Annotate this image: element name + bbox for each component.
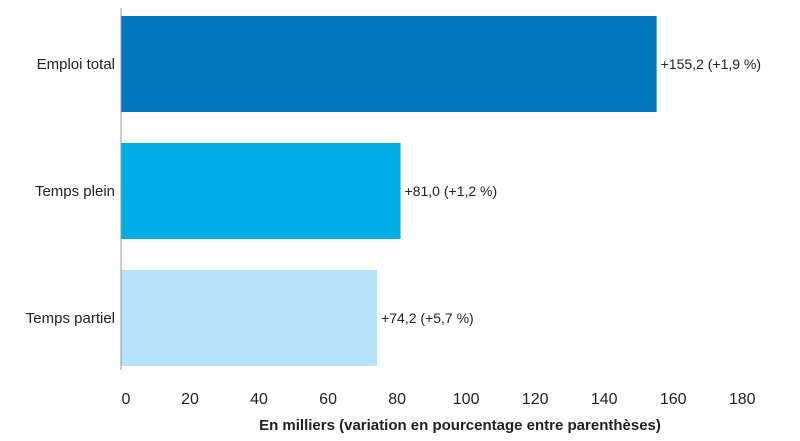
x-tick-label: 60 [319, 391, 337, 408]
x-tick-label: 160 [660, 391, 687, 408]
category-labels: Emploi total Temps plein Temps partiel [26, 56, 115, 327]
bar-3 [121, 270, 378, 366]
data-labels: +155,2 (+1,9 %) +81,0 (+1,2 %) +74,2 (+5,7… [381, 56, 761, 326]
x-tick-label: 120 [522, 391, 549, 408]
data-label: +74,2 (+5,7 %) [381, 310, 474, 326]
x-tick-label: 80 [388, 391, 406, 408]
data-label: +155,2 (+1,9 %) [661, 56, 761, 72]
x-tick-label: 20 [181, 391, 199, 408]
x-tick-label: 0 [122, 391, 131, 408]
x-tick-label: 180 [729, 391, 756, 408]
data-label: +81,0 (+1,2 %) [405, 183, 498, 199]
category-label: Temps plein [35, 183, 115, 200]
bar-1 [121, 16, 657, 112]
x-tick-label: 100 [453, 391, 480, 408]
x-tick-label: 140 [591, 391, 618, 408]
category-label: Emploi total [37, 56, 115, 73]
bars-layer [121, 16, 657, 366]
x-axis-ticks: 0 20 40 60 80 100 120 140 160 180 [122, 391, 756, 408]
x-tick-label: 40 [250, 391, 268, 408]
category-label: Temps partiel [26, 310, 115, 327]
bar-2 [121, 143, 401, 239]
x-axis-title: En milliers (variation en pourcentage en… [259, 417, 661, 434]
